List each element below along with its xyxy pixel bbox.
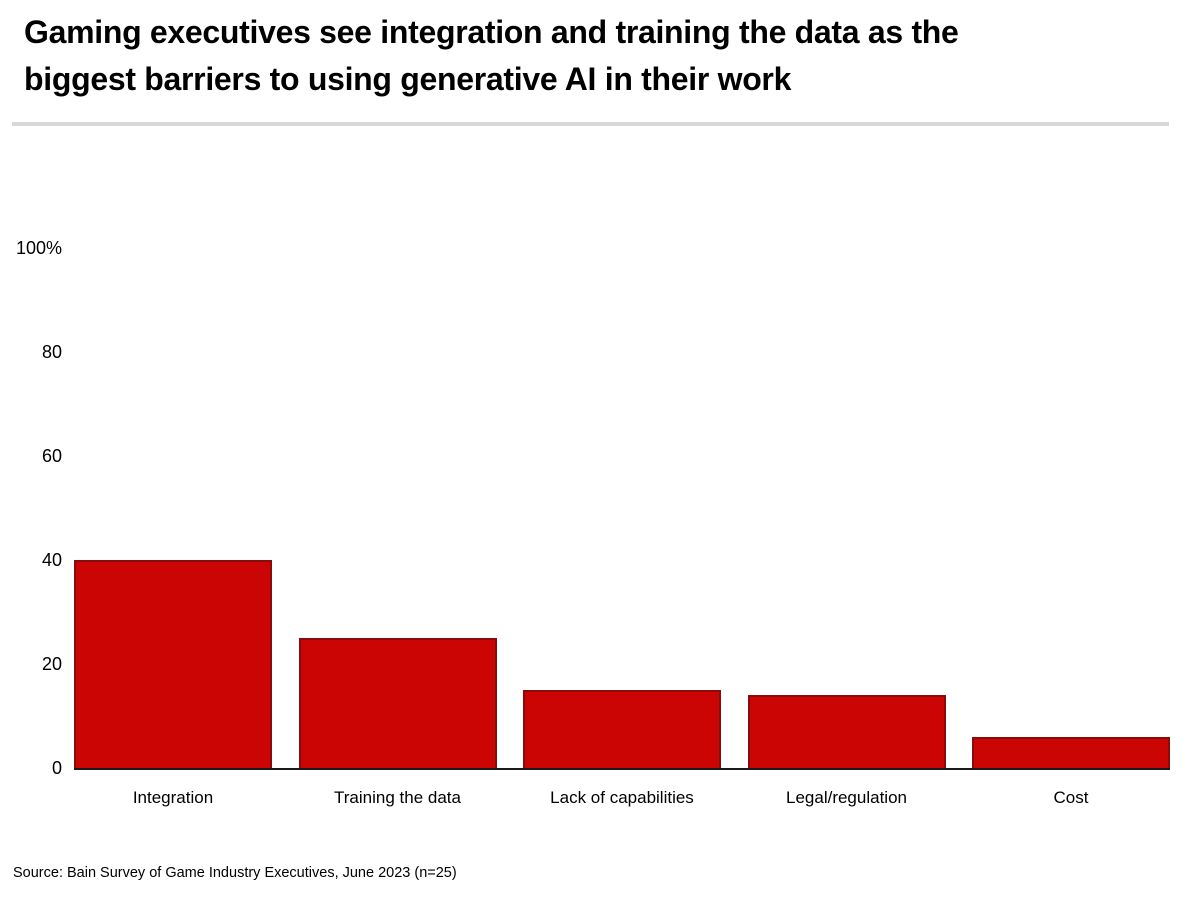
bar-integration xyxy=(74,560,272,768)
bar-legal-regulation xyxy=(747,695,946,768)
y-tick-label-0: 0 xyxy=(51,758,62,778)
x-label-training-the-data: Training the data xyxy=(334,788,461,807)
bar-lack-of-capabilities xyxy=(523,690,721,768)
y-tick-label-40: 40 xyxy=(41,550,62,570)
bar-cost xyxy=(972,736,1170,768)
y-tick-label-100: 100% xyxy=(15,238,62,258)
x-label-legal-regulation: Legal/regulation xyxy=(786,788,907,807)
chart-title-line-1: Gaming executives see integration and tr… xyxy=(24,14,959,50)
y-tick-label-60: 60 xyxy=(41,446,62,466)
title-divider xyxy=(12,122,1169,126)
bar-training-the-data xyxy=(298,638,497,768)
x-label-cost: Cost xyxy=(1053,788,1089,807)
chart-title-line-2: biggest barriers to using generative AI … xyxy=(24,61,792,97)
x-label-lack-of-capabilities: Lack of capabilities xyxy=(550,788,694,807)
chart-title: Gaming executives see integration and tr… xyxy=(24,9,1164,103)
plot-area xyxy=(74,248,1170,770)
x-axis-category-labels: Integration Training the data Lack of capa… xyxy=(74,787,1170,808)
y-tick-label-80: 80 xyxy=(41,342,62,362)
x-label-integration: Integration xyxy=(132,788,214,807)
source-note: Source: Bain Survey of Game Industry Exe… xyxy=(13,865,457,881)
y-tick-label-20: 20 xyxy=(41,654,62,674)
